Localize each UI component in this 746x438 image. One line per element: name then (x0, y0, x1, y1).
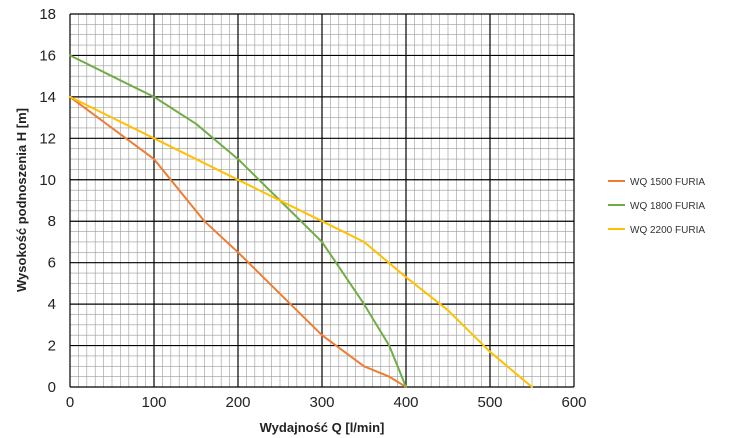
y-tick-label: 10 (39, 172, 56, 189)
x-tick-label: 600 (561, 394, 586, 411)
y-tick-label: 18 (39, 6, 56, 23)
y-tick-label: 6 (48, 255, 56, 272)
x-axis-title: Wydajność Q [l/min] (260, 420, 385, 435)
legend-label: WQ 1800 FURIA (630, 201, 705, 212)
legend-label: WQ 1500 FURIA (630, 177, 705, 188)
y-tick-label: 8 (48, 213, 56, 230)
x-tick-label: 300 (309, 394, 334, 411)
series-line (69, 95, 407, 388)
x-tick-label: 200 (225, 394, 250, 411)
y-tick-label: 2 (48, 338, 56, 355)
y-tick-label: 0 (48, 379, 56, 396)
x-tick-label: 100 (141, 394, 166, 411)
legend-label: WQ 2200 FURIA (630, 225, 705, 236)
x-tick-label: 500 (477, 394, 502, 411)
x-tick-label: 400 (393, 394, 418, 411)
series-line (69, 95, 533, 388)
y-tick-labels: 0 2 4 6 8 10 12 14 16 18 (39, 6, 56, 396)
legend: WQ 1500 FURIA WQ 1800 FURIA WQ 2200 FURIA (608, 177, 705, 236)
series-layer (69, 54, 533, 388)
y-tick-label: 16 (39, 47, 56, 64)
x-tick-labels: 0 100 200 300 400 500 600 (66, 394, 587, 411)
x-tick-label: 0 (66, 394, 74, 411)
y-axis-title: Wysokość podnoszenia H [m] (14, 108, 29, 292)
y-tick-label: 12 (39, 130, 56, 147)
series-line (69, 54, 407, 388)
y-tick-label: 4 (48, 296, 56, 313)
y-tick-label: 14 (39, 89, 56, 106)
